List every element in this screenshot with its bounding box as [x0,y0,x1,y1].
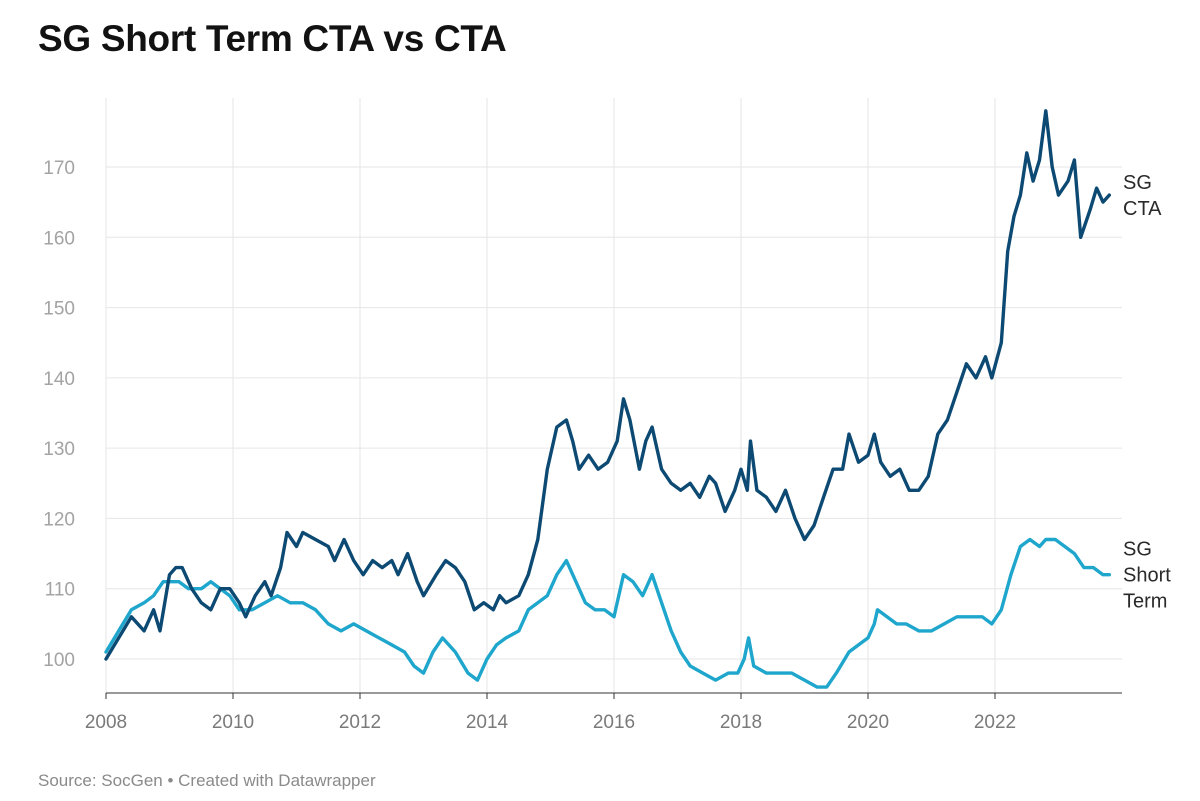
series-label-sg-short-term: Term [1123,591,1167,613]
x-tick-label: 2012 [339,712,381,733]
x-tick-label: 2020 [847,712,889,733]
x-axis-ticks: 2008 2010 2012 2014 2016 2018 2020 2022 [85,693,1016,733]
gridlines [105,98,1122,693]
chart-title: SG Short Term CTA vs CTA [38,18,507,59]
x-tick-label: 2016 [593,712,635,733]
series-label-sg-cta: SG [1123,172,1152,194]
series-label-sg-cta: CTA [1123,198,1162,220]
y-tick-label: 120 [43,509,75,530]
x-tick-label: 2022 [974,712,1016,733]
series-labels: SG CTA SG Short Term [1123,172,1171,613]
y-tick-label: 150 [43,299,75,320]
series-line-sg-short-term [104,537,1111,689]
series-lines [104,109,1111,689]
x-tick-label: 2008 [85,712,127,733]
x-tick-label: 2010 [212,712,254,733]
y-axis-ticks: 100 110 120 130 140 150 160 170 [43,158,75,671]
series-label-sg-short-term: Short [1123,565,1171,587]
y-tick-label: 100 [43,650,75,671]
series-label-sg-short-term: SG [1123,539,1152,561]
y-tick-label: 110 [45,580,75,601]
source-note: Source: SocGen • Created with Datawrappe… [38,771,376,790]
series-line-sg-cta [104,109,1111,661]
x-tick-label: 2018 [720,712,762,733]
y-tick-label: 130 [43,439,75,460]
y-tick-label: 170 [43,158,75,179]
x-tick-label: 2014 [466,712,509,733]
y-tick-label: 160 [43,228,75,249]
y-tick-label: 140 [43,369,75,390]
